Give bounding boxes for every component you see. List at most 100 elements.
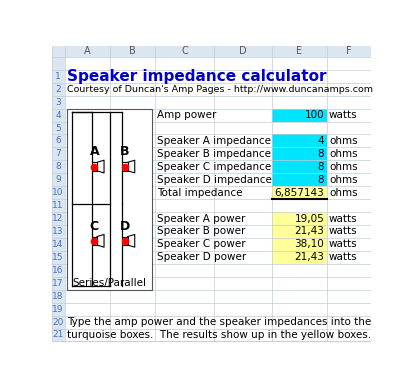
Bar bbox=[52, 290, 371, 303]
Text: Amp power: Amp power bbox=[157, 110, 216, 120]
Text: 20: 20 bbox=[52, 318, 64, 326]
Bar bbox=[52, 83, 371, 96]
Bar bbox=[52, 70, 371, 83]
Text: B: B bbox=[120, 146, 130, 159]
Text: A: A bbox=[84, 46, 91, 56]
Bar bbox=[52, 46, 371, 57]
Text: 11: 11 bbox=[52, 201, 64, 210]
Bar bbox=[67, 109, 152, 290]
Bar bbox=[52, 329, 371, 341]
Text: 8: 8 bbox=[318, 175, 324, 185]
Text: ohms: ohms bbox=[329, 149, 358, 159]
Bar bbox=[52, 225, 371, 238]
Text: Courtesy of Duncan's Amp Pages - http://www.duncanamps.com: Courtesy of Duncan's Amp Pages - http://… bbox=[67, 85, 373, 94]
Bar bbox=[52, 303, 371, 316]
Text: ohms: ohms bbox=[329, 188, 358, 198]
Bar bbox=[52, 96, 371, 109]
Text: watts: watts bbox=[329, 110, 358, 120]
Bar bbox=[91, 237, 97, 245]
Text: watts: watts bbox=[329, 214, 358, 223]
Text: 14: 14 bbox=[52, 240, 64, 249]
Bar bbox=[52, 212, 371, 225]
Text: D: D bbox=[120, 220, 130, 233]
Bar bbox=[272, 173, 327, 186]
Bar bbox=[272, 238, 327, 251]
Text: ohms: ohms bbox=[329, 136, 358, 146]
Bar bbox=[122, 162, 128, 171]
Bar bbox=[52, 147, 371, 161]
Text: 19,05: 19,05 bbox=[295, 214, 324, 223]
Bar bbox=[272, 109, 327, 122]
Text: 15: 15 bbox=[52, 253, 64, 262]
Text: 21,43: 21,43 bbox=[295, 252, 324, 262]
Text: E: E bbox=[297, 46, 302, 56]
Text: 8: 8 bbox=[318, 149, 324, 159]
Text: 19: 19 bbox=[52, 305, 64, 314]
Text: C: C bbox=[90, 220, 99, 233]
Text: 6,857143: 6,857143 bbox=[274, 188, 324, 198]
Bar bbox=[272, 147, 327, 161]
Text: Series/Parallel: Series/Parallel bbox=[73, 278, 147, 288]
Text: watts: watts bbox=[329, 240, 358, 250]
Text: Speaker A power: Speaker A power bbox=[157, 214, 245, 223]
Text: Speaker C power: Speaker C power bbox=[157, 240, 246, 250]
Text: ohms: ohms bbox=[329, 175, 358, 185]
Text: B: B bbox=[129, 46, 136, 56]
Text: 4: 4 bbox=[55, 111, 61, 119]
Bar bbox=[52, 199, 371, 212]
Text: 1: 1 bbox=[55, 72, 61, 81]
Text: 18: 18 bbox=[52, 292, 64, 301]
Text: 13: 13 bbox=[52, 227, 64, 236]
Bar bbox=[52, 134, 371, 147]
Text: Speaker B impedance: Speaker B impedance bbox=[157, 149, 271, 159]
Text: ohms: ohms bbox=[329, 162, 358, 172]
Text: watts: watts bbox=[329, 227, 358, 237]
Text: 38,10: 38,10 bbox=[295, 240, 324, 250]
Bar bbox=[52, 161, 371, 173]
Bar bbox=[272, 225, 327, 238]
Text: F: F bbox=[346, 46, 351, 56]
Text: 10: 10 bbox=[52, 188, 64, 197]
Text: 12: 12 bbox=[52, 214, 64, 223]
Text: 17: 17 bbox=[52, 279, 64, 288]
Bar bbox=[272, 212, 327, 225]
Text: Speaker D power: Speaker D power bbox=[157, 252, 246, 262]
Text: Total impedance: Total impedance bbox=[157, 188, 242, 198]
Text: turquoise boxes.  The results show up in the yellow boxes.: turquoise boxes. The results show up in … bbox=[67, 330, 371, 340]
Bar bbox=[52, 251, 371, 264]
Bar bbox=[52, 173, 371, 186]
Text: watts: watts bbox=[329, 252, 358, 262]
Bar bbox=[91, 162, 97, 171]
Text: 5: 5 bbox=[55, 124, 61, 132]
Bar bbox=[52, 238, 371, 251]
Text: C: C bbox=[181, 46, 188, 56]
Text: Speaker C impedance: Speaker C impedance bbox=[157, 162, 271, 172]
Text: 2: 2 bbox=[55, 85, 61, 94]
Text: 16: 16 bbox=[52, 266, 64, 275]
Text: 100: 100 bbox=[305, 110, 324, 120]
Text: D: D bbox=[239, 46, 247, 56]
Bar bbox=[52, 122, 371, 134]
Bar bbox=[52, 46, 65, 342]
Text: 7: 7 bbox=[55, 149, 61, 158]
Bar bbox=[52, 186, 371, 199]
Bar bbox=[122, 237, 128, 245]
Bar bbox=[52, 277, 371, 290]
Text: 21,43: 21,43 bbox=[295, 227, 324, 237]
Text: 21: 21 bbox=[52, 331, 64, 339]
Bar bbox=[272, 251, 327, 264]
Bar bbox=[272, 134, 327, 147]
Text: A: A bbox=[89, 146, 99, 159]
Bar bbox=[272, 186, 327, 199]
Text: 9: 9 bbox=[55, 175, 61, 184]
Bar bbox=[52, 264, 371, 277]
Text: 6: 6 bbox=[55, 136, 61, 146]
Bar bbox=[52, 109, 371, 122]
Text: Speaker impedance calculator: Speaker impedance calculator bbox=[67, 69, 326, 84]
Text: 3: 3 bbox=[55, 98, 61, 107]
Text: 8: 8 bbox=[55, 162, 61, 171]
Text: 4: 4 bbox=[318, 136, 324, 146]
Text: Type the amp power and the speaker impedances into the: Type the amp power and the speaker imped… bbox=[67, 317, 371, 327]
Text: 8: 8 bbox=[318, 162, 324, 172]
Text: Speaker A impedance: Speaker A impedance bbox=[157, 136, 271, 146]
